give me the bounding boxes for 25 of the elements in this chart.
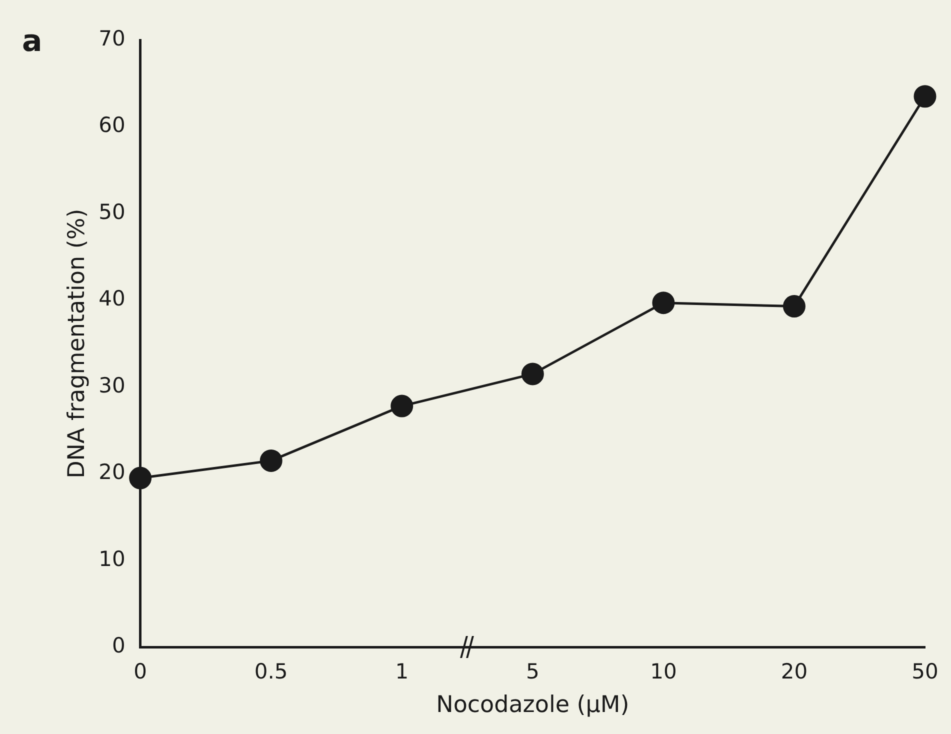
y-tick-label: 40	[98, 286, 126, 311]
x-tick-label: 10	[650, 659, 677, 684]
point	[521, 362, 544, 386]
y-tick-label: 30	[98, 373, 126, 398]
x-tick-label: 0	[134, 659, 148, 684]
x-tick-label: 0.5	[254, 659, 288, 684]
point	[914, 85, 936, 108]
point	[652, 292, 675, 314]
y-tick-label: 20	[98, 460, 126, 484]
text: a	[22, 24, 42, 59]
y-tick-label: 10	[98, 546, 126, 571]
y-tick-label: 50	[98, 200, 126, 224]
point	[129, 466, 152, 490]
x-axis-title: Nocodazole (μM)	[436, 692, 630, 718]
point	[390, 394, 414, 418]
x-tick-label: 20	[780, 659, 808, 684]
y-tick-label: 60	[98, 113, 126, 138]
x-tick-label: 1	[395, 659, 409, 684]
y-tick-label: 0	[112, 634, 126, 658]
x-tick-label: 50	[912, 659, 938, 684]
point	[782, 295, 806, 318]
point	[260, 449, 282, 472]
y-tick-label: 70	[98, 26, 126, 50]
y-axis-title: DNA fragmentation (%)	[64, 208, 90, 478]
x-tick-label: 5	[526, 659, 540, 684]
